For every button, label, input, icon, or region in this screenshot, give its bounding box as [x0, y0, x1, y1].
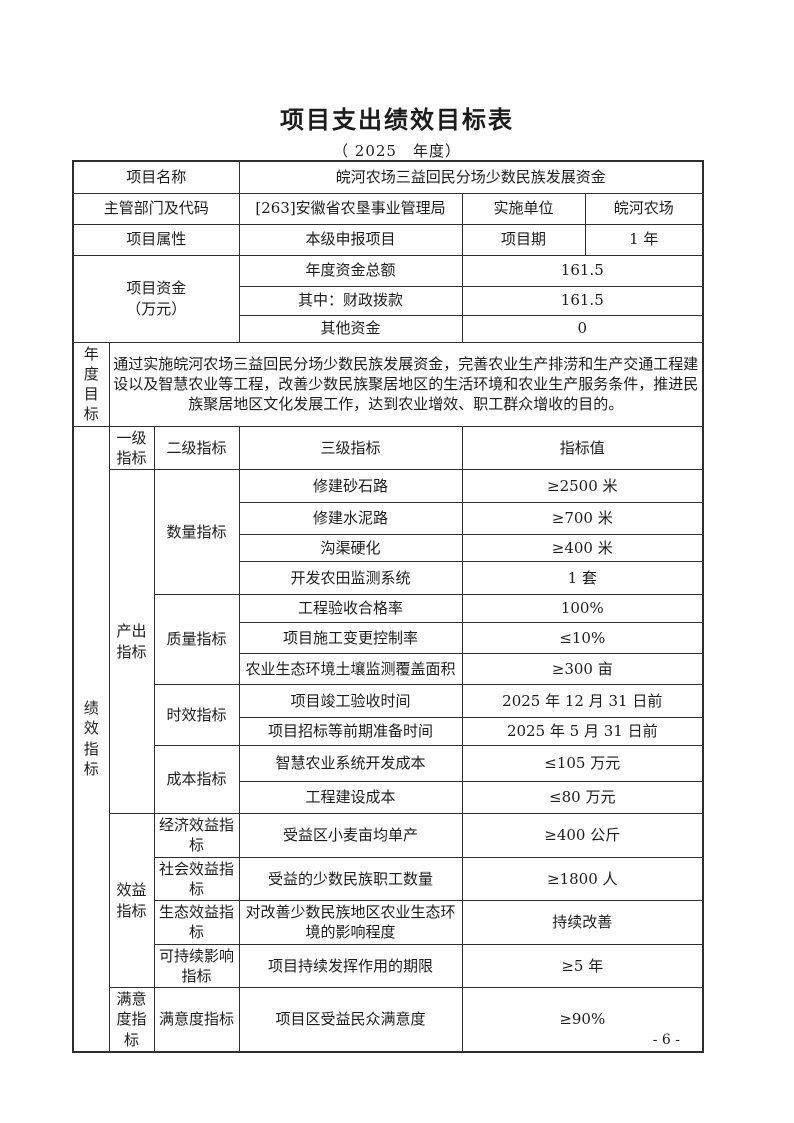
performance-target-table: 项目名称 皖河农场三益回民分场少数民族发展资金 主管部门及代码 [263]安徽省…: [72, 160, 705, 1053]
impl-unit-value: 皖河农场: [584, 192, 704, 225]
table-row: 成本指标 智慧农业系统开发成本 ≤105 万元: [73, 745, 704, 814]
indicator-name: 开发农田监测系统: [238, 561, 463, 595]
indicator-name: 项目招标等前期准备时间: [238, 717, 463, 746]
period-value: 1 年: [584, 223, 704, 256]
indicator-value: 2025 年 5 月 31 日前: [461, 717, 704, 746]
l2-sustainable: 可持续影响指标: [153, 943, 240, 988]
table-row: 时效指标 项目竣工验收时间 2025 年 12 月 31 日前: [73, 684, 704, 746]
indicator-value: ≥2500 米: [461, 469, 704, 503]
period-label: 项目期: [461, 223, 586, 256]
indicator-value: 1 套: [461, 561, 704, 595]
indicator-value: ≤10%: [461, 622, 704, 654]
table-row: 社会效益指标 受益的少数民族职工数量 ≥1800 人: [73, 856, 704, 901]
indicator-name: 项目施工变更控制率: [238, 622, 463, 654]
annual-goal-text: 通过实施皖河农场三益回民分场少数民族发展资金，完善农业生产排涝和生产交通工程建设…: [108, 341, 704, 427]
l2-quality: 质量指标: [153, 594, 240, 685]
l1-output: 产出指标: [108, 469, 155, 814]
table-row: 开发农田监测系统 1 套: [73, 561, 704, 595]
funds-label: 项目资金 （万元）: [72, 254, 240, 343]
indicator-name: 工程建设成本: [238, 781, 463, 814]
table-row: 满意度指标 满意度指标 项目区受益民众满意度 ≥90%: [73, 986, 704, 1053]
table-row: 沟渠硬化 ≥400 米: [73, 534, 704, 562]
l2-social: 社会效益指标: [153, 856, 240, 901]
funds-label-line2: （万元）: [126, 299, 187, 318]
annual-goal-label: 年度目标: [72, 341, 110, 427]
project-name-value: 皖河农场三益回民分场少数民族发展资金: [238, 160, 704, 194]
indicator-value: ≥300 亩: [461, 653, 704, 685]
indicator-value: ≥5 年: [461, 943, 704, 988]
indicator-value: ≥400 公斤: [461, 813, 704, 858]
attr-value: 本级申报项目: [238, 223, 463, 256]
performance-section-label: 绩效指标: [72, 425, 110, 1053]
indicator-value: ≥400 米: [461, 534, 704, 562]
indicator-value: ≥90%: [461, 986, 704, 1053]
indicator-name: 沟渠硬化: [238, 534, 463, 562]
l2-economic: 经济效益指标: [153, 813, 240, 858]
l2-timeliness: 时效指标: [153, 684, 240, 746]
funds-other-label: 其他资金: [238, 314, 463, 343]
table-row: 效益指标 经济效益指标 受益区小麦亩均单产 ≥400 公斤: [73, 813, 704, 988]
table-row: 修建水泥路 ≥700 米: [73, 502, 704, 535]
table-row: 生态效益指标 对改善少数民族地区农业生态环境的影响程度 持续改善: [73, 900, 704, 945]
attr-label: 项目属性: [72, 223, 240, 256]
indicator-name: 智慧农业系统开发成本: [238, 745, 463, 782]
funds-total-label: 年度资金总额: [238, 254, 463, 287]
page-number: - 6 -: [652, 1032, 680, 1048]
l1-satisfaction: 满意度指标: [108, 986, 155, 1053]
table-row: 工程建设成本 ≤80 万元: [73, 781, 704, 814]
table-row: 质量指标 工程验收合格率 100%: [73, 594, 704, 685]
table-row: 可持续影响指标 项目持续发挥作用的期限 ≥5 年: [73, 943, 704, 988]
indicator-value: 持续改善: [461, 900, 704, 945]
indicator-value: ≤105 万元: [461, 745, 704, 782]
table-row: 绩效指标 一级指标 二级指标 三级指标 指标值: [72, 425, 704, 1053]
indicator-value: ≥1800 人: [461, 856, 704, 901]
dept-label: 主管部门及代码: [72, 192, 240, 225]
table-row: 产出指标 数量指标 修建砂石路 ≥2500 米: [73, 469, 704, 814]
l1-benefit: 效益指标: [108, 813, 155, 988]
table-row: 项目施工变更控制率 ≤10%: [73, 622, 704, 654]
indicator-name: 受益区小麦亩均单产: [238, 813, 463, 858]
indicator-name: 对改善少数民族地区农业生态环境的影响程度: [238, 900, 463, 945]
table-row: 其中：财政拨款 161.5: [73, 285, 704, 316]
l2-cost: 成本指标: [153, 745, 240, 814]
indicator-value: 2025 年 12 月 31 日前: [461, 684, 704, 718]
table-row: 项目资金 （万元） 年度资金总额 161.5: [72, 254, 704, 343]
table-row: 农业生态环境土壤监测覆盖面积 ≥300 亩: [73, 653, 704, 685]
indicator-name: 受益的少数民族职工数量: [238, 856, 463, 901]
indicator-name: 项目持续发挥作用的期限: [238, 943, 463, 988]
header-level3: 三级指标: [238, 425, 463, 470]
funds-fiscal-value: 161.5: [461, 285, 704, 316]
funds-label-line1: 项目资金: [126, 279, 187, 298]
page-title: 项目支出绩效目标表: [280, 105, 514, 134]
indicator-name: 修建砂石路: [238, 469, 463, 503]
l2-quantity: 数量指标: [153, 469, 240, 595]
header-level2: 二级指标: [153, 425, 240, 470]
indicator-value: ≥700 米: [461, 502, 704, 535]
dept-value: [263]安徽省农垦事业管理局: [238, 192, 463, 225]
indicator-value: ≤80 万元: [461, 781, 704, 814]
header-level1: 一级指标: [108, 425, 155, 470]
indicator-name: 修建水泥路: [238, 502, 463, 535]
table-row: 项目名称 皖河农场三益回民分场少数民族发展资金: [72, 160, 704, 194]
indicator-name: 项目区受益民众满意度: [238, 986, 463, 1053]
project-name-label: 项目名称: [72, 160, 240, 194]
page-subtitle: （ 2025 年度）: [333, 142, 461, 160]
impl-unit-label: 实施单位: [461, 192, 586, 225]
table-row: 年度目标 通过实施皖河农场三益回民分场少数民族发展资金，完善农业生产排涝和生产交…: [72, 341, 704, 427]
funds-other-value: 0: [461, 314, 704, 343]
indicator-name: 项目竣工验收时间: [238, 684, 463, 718]
l2-ecological: 生态效益指标: [153, 900, 240, 945]
indicator-name: 工程验收合格率: [238, 594, 463, 623]
funds-total-value: 161.5: [461, 254, 704, 287]
indicator-name: 农业生态环境土壤监测覆盖面积: [238, 653, 463, 685]
header-value: 指标值: [461, 425, 704, 470]
indicator-value: 100%: [461, 594, 704, 623]
l2-satisfaction: 满意度指标: [153, 986, 240, 1053]
table-row: 主管部门及代码 [263]安徽省农垦事业管理局 实施单位 皖河农场: [72, 192, 704, 225]
table-row: 项目属性 本级申报项目 项目期 1 年: [72, 223, 704, 256]
funds-fiscal-label: 其中：财政拨款: [238, 285, 463, 316]
